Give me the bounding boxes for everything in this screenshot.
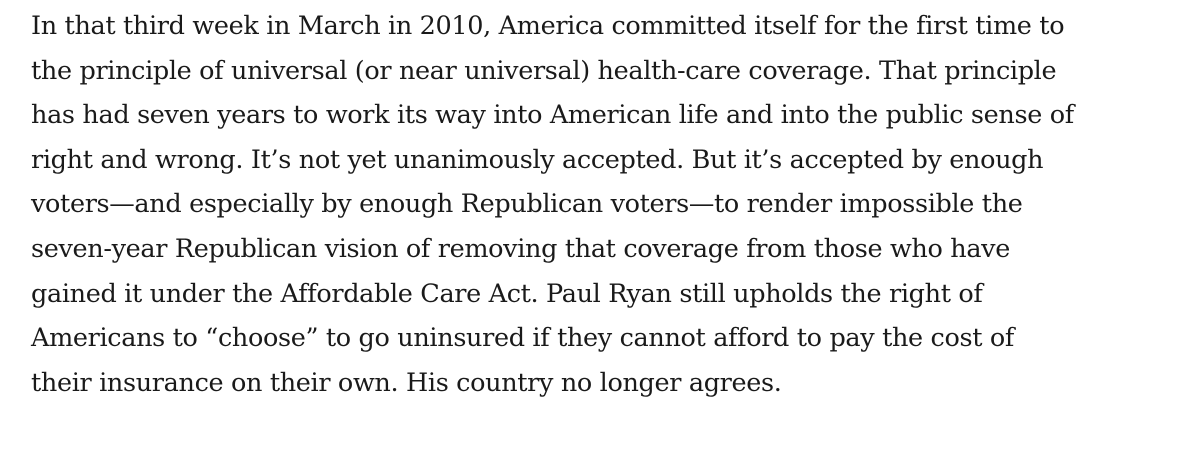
paragraph-line-5: voters—and especially by enough Republic… xyxy=(31,189,1023,220)
paragraph-line-8: Americans to “choose” to go uninsured if… xyxy=(31,323,1014,354)
paragraph-line-3: has had seven years to work its way into… xyxy=(31,100,1074,131)
paragraph-line-1: In that third week in March in 2010, Ame… xyxy=(31,11,1065,41)
paragraph-line-2: the principle of universal (or near univ… xyxy=(31,55,1057,86)
paragraph-line-6: seven-year Republican vision of removing… xyxy=(31,233,1010,264)
article-paragraph: In that third week in March in 2010, Ame… xyxy=(31,0,1191,405)
paragraph-line-4: right and wrong. It’s not yet unanimousl… xyxy=(31,144,1044,175)
paragraph-line-9: their insurance on their own. His countr… xyxy=(31,367,782,398)
paragraph-line-7: gained it under the Affordable Care Act.… xyxy=(31,278,983,309)
